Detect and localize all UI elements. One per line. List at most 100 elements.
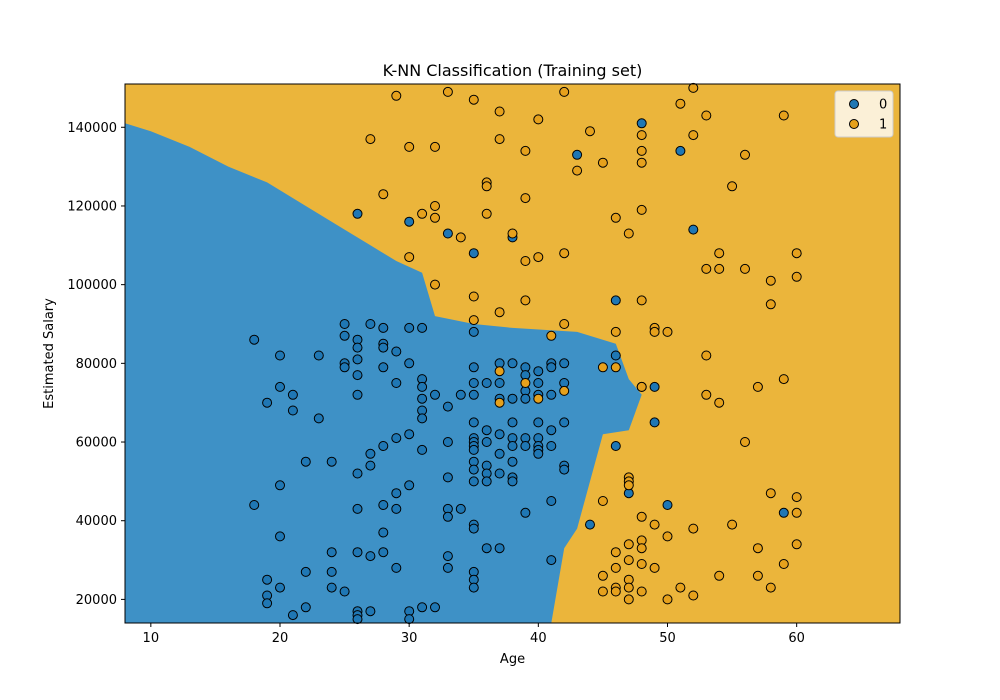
point-class-1: [727, 181, 738, 192]
point-class-0: [468, 378, 479, 388]
point-class-0: [507, 417, 518, 428]
point-class-0: [520, 441, 531, 451]
point-class-0: [378, 362, 389, 373]
point-class-0: [326, 582, 337, 593]
point-class-1: [365, 134, 376, 145]
point-class-1: [688, 590, 699, 601]
point-class-1: [636, 511, 647, 522]
x-axis-label: Age: [500, 652, 525, 667]
point-class-0: [378, 342, 389, 353]
point-class-0: [300, 566, 311, 577]
point-class-1: [585, 126, 595, 137]
point-class-0: [610, 295, 621, 306]
point-class-0: [352, 389, 363, 400]
point-class-0: [507, 456, 518, 467]
point-class-1: [468, 291, 479, 302]
point-class-0: [520, 507, 531, 518]
point-class-1: [636, 295, 647, 306]
point-class-0: [378, 527, 389, 538]
point-class-1: [765, 275, 776, 286]
point-class-1: [559, 248, 570, 259]
point-class-0: [275, 582, 285, 593]
point-class-1: [559, 319, 570, 329]
point-class-1: [636, 543, 647, 554]
point-class-1: [404, 252, 415, 263]
point-class-0: [572, 149, 583, 160]
point-class-1: [430, 201, 440, 211]
point-class-0: [546, 362, 557, 373]
point-class-0: [468, 389, 479, 400]
point-class-0: [507, 476, 518, 487]
point-class-1: [610, 562, 621, 573]
point-class-0: [468, 523, 479, 534]
point-class-0: [468, 582, 479, 593]
point-class-0: [494, 543, 505, 554]
point-class-0: [417, 444, 428, 455]
point-class-1: [636, 157, 647, 168]
point-class-0: [481, 476, 492, 487]
point-class-0: [378, 547, 389, 558]
point-class-1: [597, 157, 608, 168]
point-class-1: [610, 326, 621, 337]
point-class-1: [391, 90, 402, 101]
plot-frame: [124, 83, 901, 624]
point-class-1: [623, 555, 634, 566]
point-class-0: [417, 381, 428, 392]
point-class-0: [442, 511, 453, 522]
point-class-0: [533, 378, 544, 388]
point-class-1: [430, 212, 440, 223]
point-class-0: [339, 362, 350, 373]
x-axis: 10 20 30 40 50 60: [143, 623, 805, 646]
y-tick-label: 40000: [76, 514, 117, 529]
region-class-0: [125, 123, 642, 624]
point-class-0: [468, 326, 479, 337]
point-class-0: [610, 441, 621, 451]
point-class-0: [391, 488, 402, 499]
point-class-1: [430, 141, 440, 152]
point-class-0: [378, 322, 389, 333]
point-class-0: [481, 437, 492, 447]
x-tick-label: 10: [143, 631, 160, 646]
point-class-0: [352, 503, 363, 514]
point-class-1: [430, 279, 440, 290]
point-class-0: [442, 551, 453, 562]
point-class-0: [442, 562, 453, 573]
point-class-1: [727, 519, 738, 530]
point-class-0: [404, 216, 415, 227]
point-class-0: [430, 602, 440, 613]
point-class-0: [442, 401, 453, 412]
point-class-1: [752, 570, 763, 581]
point-class-1: [778, 374, 789, 385]
point-class-1: [791, 271, 802, 282]
point-class-1: [740, 263, 750, 274]
point-class-0: [339, 330, 350, 341]
point-class-1: [649, 562, 660, 573]
point-class-1: [481, 181, 492, 192]
point-class-1: [494, 307, 505, 318]
y-tick-label: 120000: [67, 199, 117, 214]
point-class-0: [326, 566, 337, 577]
point-class-0: [546, 496, 557, 506]
point-class-0: [546, 425, 557, 436]
point-class-1: [481, 208, 492, 219]
point-class-0: [275, 381, 285, 392]
point-class-1: [636, 145, 647, 156]
plot-area: [124, 82, 901, 625]
x-tick-label: 30: [401, 631, 418, 646]
point-class-1: [533, 393, 544, 404]
point-class-1: [597, 496, 608, 506]
y-tick-label: 80000: [76, 357, 117, 372]
point-class-1: [752, 543, 763, 554]
point-class-0: [365, 606, 376, 617]
point-class-1: [791, 248, 802, 259]
point-class-0: [391, 562, 402, 573]
point-class-0: [675, 145, 686, 156]
point-class-1: [597, 570, 608, 581]
point-class-1: [649, 326, 660, 337]
point-class-0: [417, 322, 428, 333]
point-class-1: [520, 378, 531, 388]
point-class-1: [559, 385, 570, 396]
point-class-0: [275, 480, 285, 491]
point-class-1: [507, 228, 518, 239]
